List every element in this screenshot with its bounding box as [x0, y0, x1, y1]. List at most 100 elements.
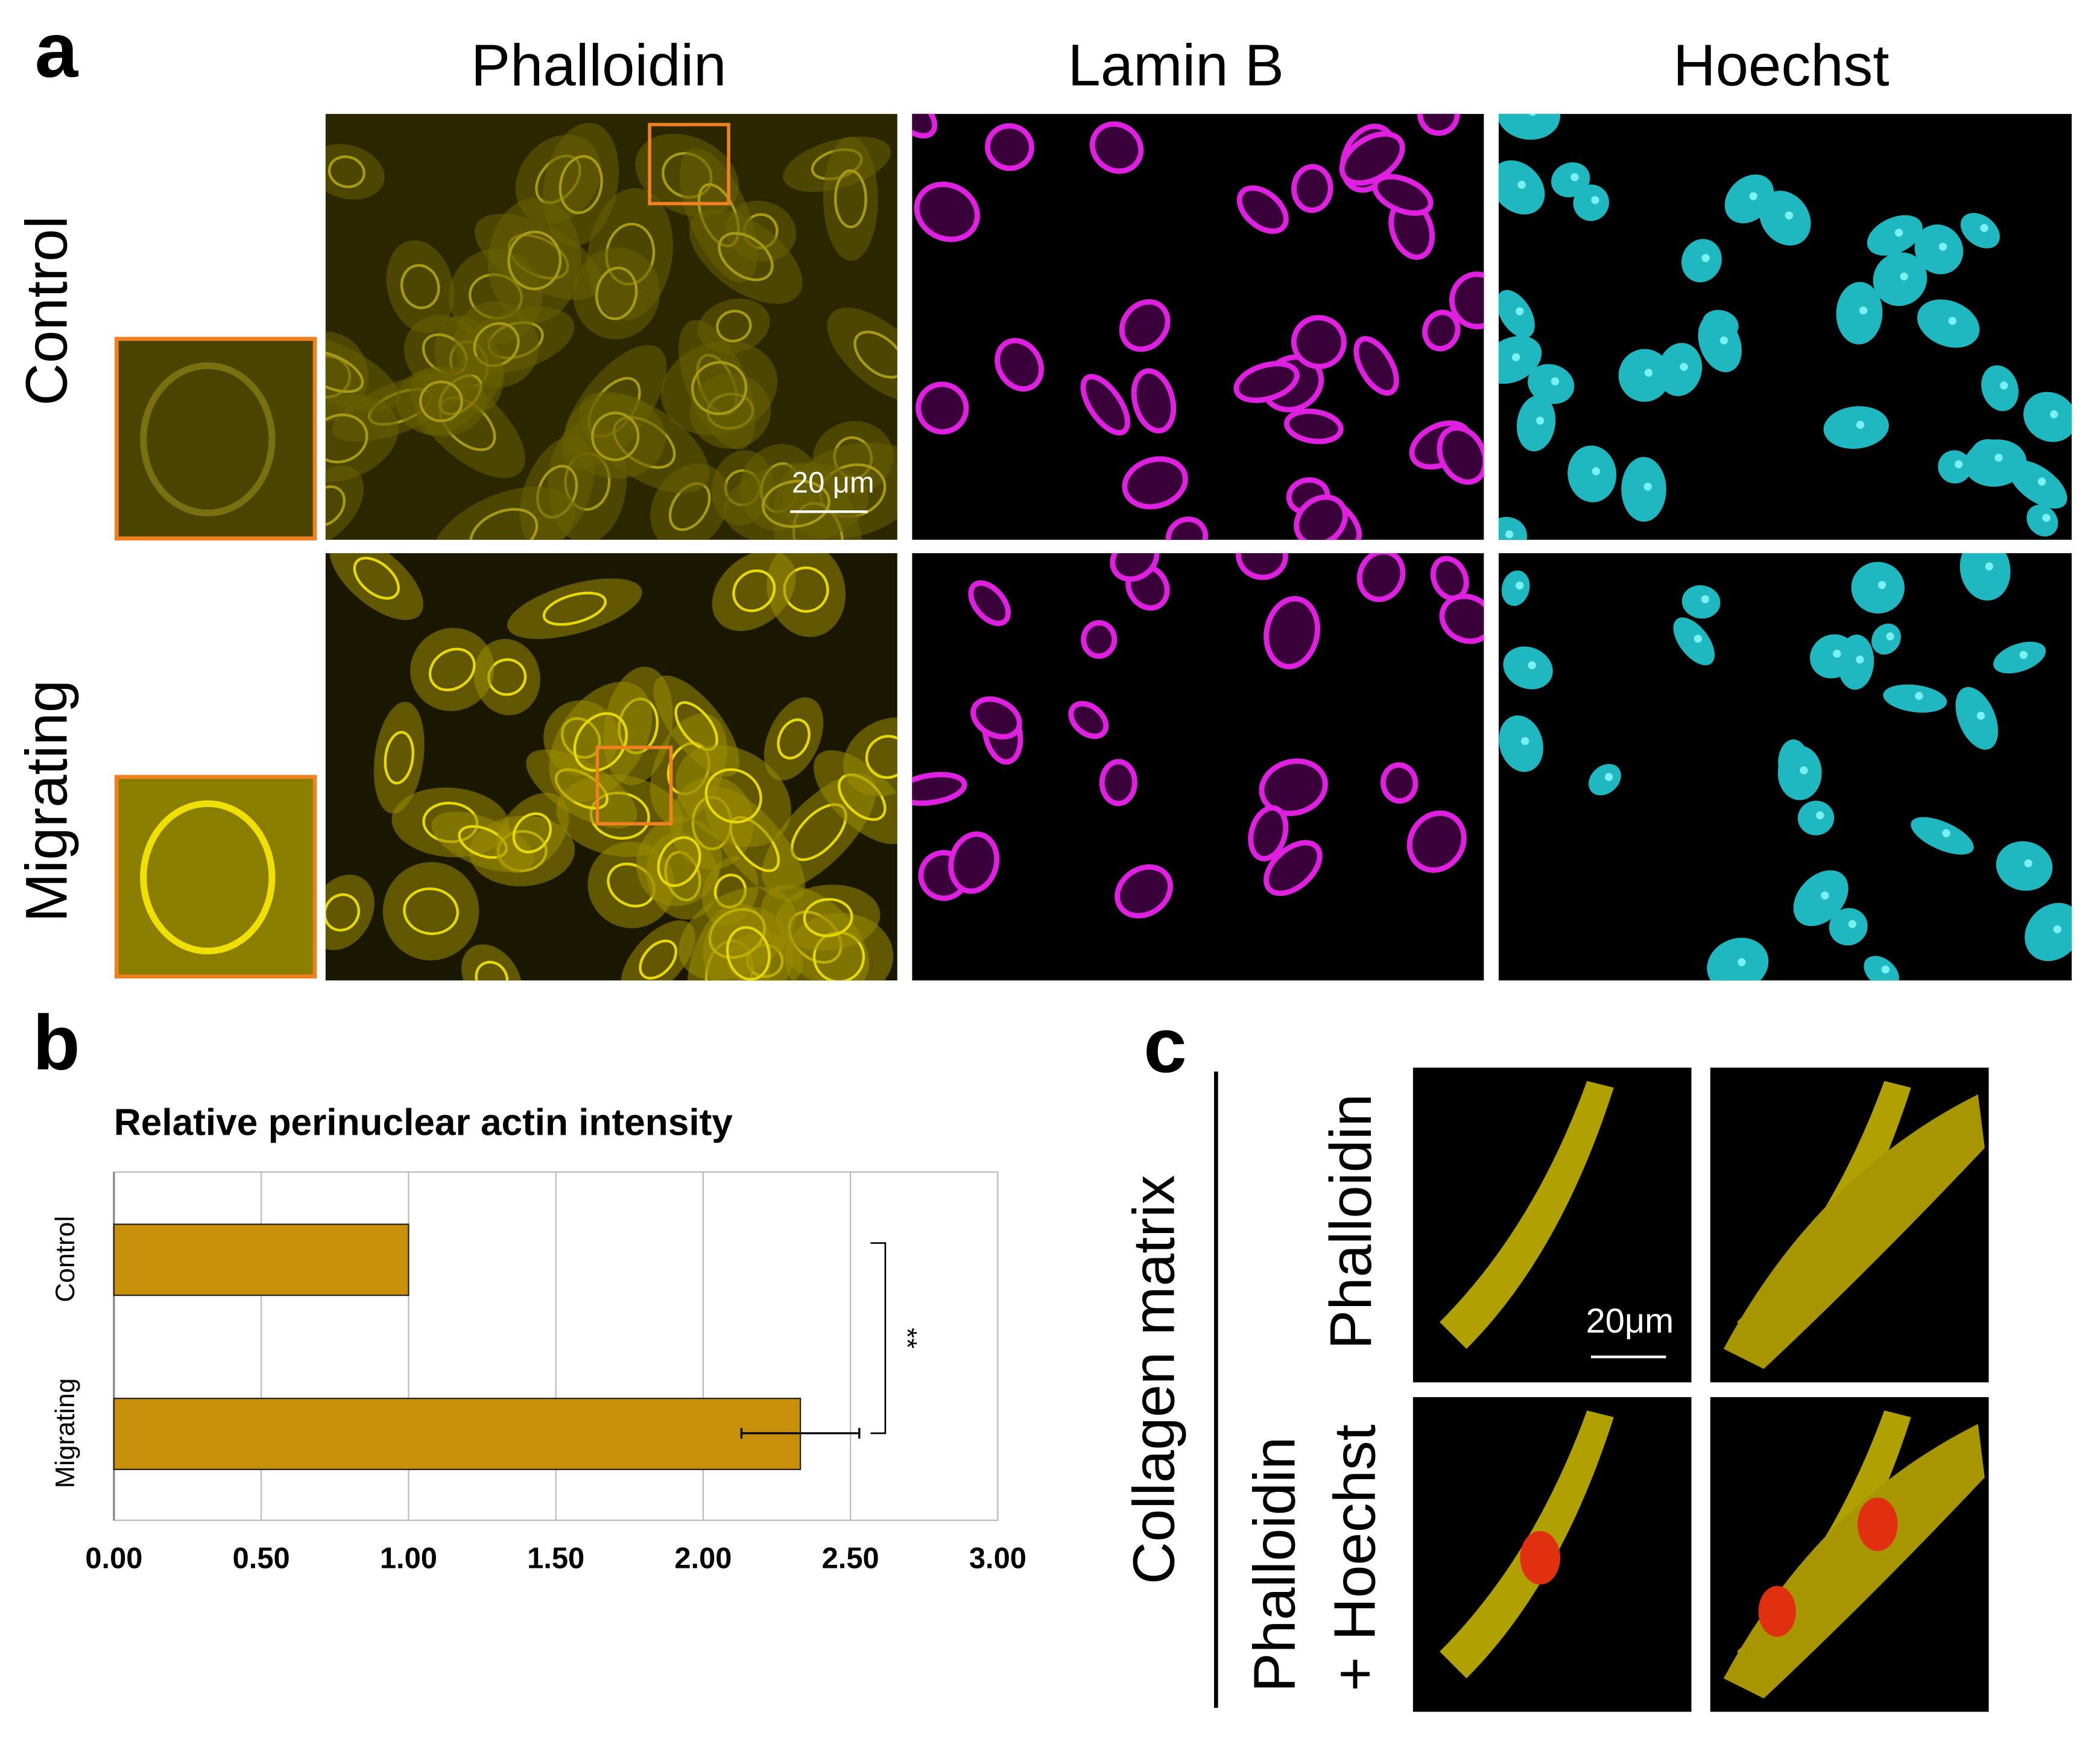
micrograph	[1710, 1067, 1989, 1383]
y-tick-label: Control	[51, 1216, 80, 1302]
nucleus	[1851, 562, 1905, 614]
nucleus	[1284, 408, 1344, 445]
cell	[675, 744, 791, 847]
speckle	[1591, 196, 1599, 205]
x-tick-label: 1.50	[527, 1543, 584, 1575]
nucleus	[1110, 553, 1160, 582]
speckle	[2042, 513, 2051, 522]
nucleus	[2025, 902, 2072, 962]
speckle	[1517, 180, 1526, 189]
cell	[565, 394, 666, 479]
speckle	[1800, 766, 1808, 775]
cell	[386, 240, 454, 334]
nucleus	[1864, 956, 1899, 981]
inset-nucleus	[140, 800, 276, 955]
nucleus	[1081, 620, 1118, 659]
speckle	[1994, 453, 2003, 462]
cell	[325, 144, 385, 200]
cell	[549, 682, 653, 802]
speckle	[1900, 272, 1908, 281]
micrograph	[912, 553, 1484, 981]
nucleus-outline	[732, 569, 776, 612]
nucleus	[1857, 1497, 1898, 1552]
cell	[697, 298, 770, 354]
zoom-box	[595, 746, 673, 826]
speckle	[1644, 369, 1653, 377]
speckle	[1680, 363, 1688, 371]
images	[115, 113, 2072, 1712]
nucleus-outline	[639, 939, 678, 980]
nucleus	[1911, 817, 1974, 855]
nucleus	[1356, 553, 1406, 603]
nucleus	[948, 831, 1000, 894]
speckle	[1785, 211, 1794, 220]
cell	[325, 874, 375, 951]
nucleus-outline	[762, 480, 830, 528]
nucleus	[1498, 516, 1528, 540]
micrograph	[1412, 1067, 1692, 1383]
nucleus	[1115, 864, 1173, 919]
nucleus	[1938, 450, 1972, 484]
speckle	[1848, 920, 1857, 928]
nucleus-outline	[833, 169, 867, 229]
scale-bar-label: 20 μm	[792, 467, 874, 499]
zoom-box	[648, 122, 730, 206]
nucleus-outline	[558, 154, 603, 215]
speckle	[2037, 477, 2046, 486]
speckle	[1894, 229, 1903, 237]
row-label: Migrating	[13, 680, 79, 922]
speckle	[2000, 381, 2008, 390]
cell	[410, 627, 495, 711]
cell	[843, 717, 897, 797]
nucleus	[2023, 392, 2072, 442]
nucleus	[1263, 595, 1320, 670]
speckle	[1938, 243, 1947, 251]
row-label: Control	[13, 216, 79, 406]
nucleus-outline	[327, 155, 365, 188]
cell	[813, 750, 897, 845]
nucleus	[1883, 684, 1947, 713]
speckle	[1915, 691, 1923, 700]
speckle	[1719, 336, 1728, 344]
row-label: Phalloidin	[1242, 1437, 1308, 1693]
nucleus	[1439, 594, 1484, 644]
speckle	[1955, 460, 1963, 469]
nucleus-outline	[716, 309, 752, 343]
cell	[1440, 1080, 1614, 1349]
speckle	[1821, 891, 1829, 900]
nucleus-outline	[384, 731, 414, 785]
nucleus	[1618, 349, 1671, 402]
nucleus	[1516, 395, 1556, 452]
cell	[325, 465, 364, 540]
x-tick-label: 0.50	[233, 1543, 290, 1575]
nucleus-outline	[325, 893, 361, 932]
speckle	[1856, 655, 1864, 664]
speckle	[1738, 958, 1746, 966]
panel-label: c	[1143, 1002, 1187, 1089]
nucleus	[1551, 162, 1590, 198]
nucleus	[1809, 634, 1856, 679]
nucleus-outline	[591, 411, 640, 461]
nucleus-outline	[542, 591, 607, 626]
x-tick-label: 0.00	[85, 1543, 142, 1575]
nucleus	[1573, 184, 1610, 221]
nucleus	[1996, 841, 2053, 891]
significance-label: **	[892, 1328, 922, 1349]
nucleus	[1498, 290, 1535, 338]
row-label: + Hoechst	[1322, 1424, 1388, 1692]
nucleus	[1406, 810, 1467, 873]
speckle	[1570, 173, 1579, 182]
nucleus	[1955, 687, 1998, 750]
cell	[495, 793, 569, 874]
nucleus	[1372, 174, 1434, 216]
nucleus	[1122, 456, 1188, 510]
nucleus	[1673, 617, 1715, 665]
chart-title: Relative perinuclear actin intensity	[114, 1102, 733, 1144]
nucleus	[1236, 553, 1288, 580]
nucleus-outline	[419, 380, 463, 422]
speckle	[1881, 965, 1890, 974]
nucleus	[1263, 840, 1323, 896]
nucleus	[1829, 908, 1868, 946]
nucleus	[1777, 746, 1822, 801]
